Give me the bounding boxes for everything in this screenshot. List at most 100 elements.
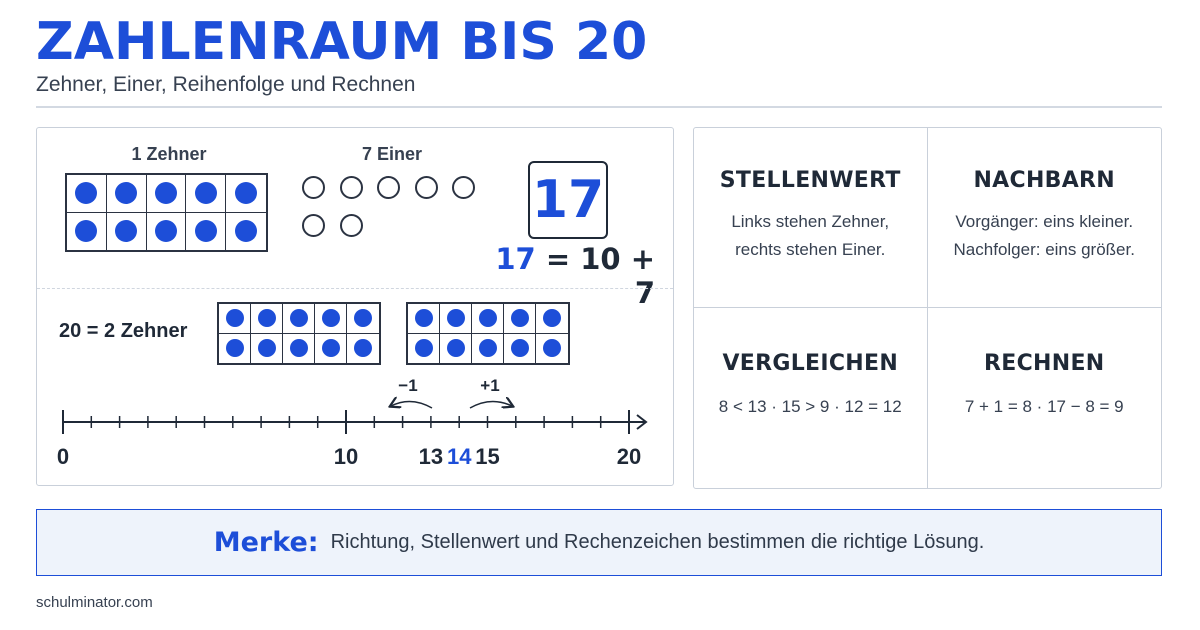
card-title: NACHBARN (973, 168, 1116, 193)
counter-dot (446, 339, 465, 358)
counter-dot (446, 309, 465, 328)
ten-frame-cell (440, 304, 472, 334)
card-text: 8 < 13 · 15 > 9 · 12 = 12 (718, 397, 902, 416)
ten-frame-cell (67, 212, 107, 250)
counter-dot (321, 309, 340, 328)
card-title: RECHNEN (984, 351, 1105, 376)
equation-rest: = 10 + 7 (545, 242, 655, 310)
ten-frame-cell (283, 333, 315, 363)
counter-dot (510, 339, 529, 358)
counter-dot (321, 339, 340, 358)
counter-dot (225, 309, 244, 328)
merke-label: Merke: (213, 527, 319, 558)
page-subtitle: Zehner, Einer, Reihenfolge und Rechnen (36, 73, 416, 96)
card-stellenwert: STELLENWERT Links stehen Zehner, rechts … (694, 128, 928, 308)
counter-dot (194, 182, 217, 205)
ten-frame-cell (504, 333, 536, 363)
plus-one-label: +1 (480, 376, 499, 395)
ten-frame-cell (315, 333, 347, 363)
footer-source: schulminator.com (36, 594, 153, 611)
ten-frame-cell (226, 175, 266, 213)
ten-frame-cell (186, 175, 227, 213)
page-title: ZAHLENRAUM BIS 20 (36, 12, 648, 72)
ten-frame-cell (408, 304, 440, 334)
card-nachbarn: NACHBARN Vorgänger: eins kleiner. Nachfo… (927, 128, 1161, 308)
minus-one-label: −1 (398, 376, 417, 395)
ones-ring (339, 214, 363, 237)
number-line-label: 20 (617, 444, 641, 469)
counter-dot (289, 309, 308, 328)
minus-one-arc (391, 401, 433, 409)
ten-frame-cell (251, 304, 283, 334)
card-title: STELLENWERT (719, 168, 901, 193)
counter-dot (235, 220, 258, 243)
number-line-label: 10 (334, 444, 358, 469)
ten-frame-2 (406, 302, 570, 365)
counter-dot (235, 182, 258, 205)
equation-number: 17 (495, 242, 536, 276)
ones-label: 7 Einer (361, 144, 423, 164)
place-value-equation: 17 = 10 + 7 (475, 242, 655, 310)
ones-ring (339, 176, 363, 199)
ten-frame-cell (67, 175, 107, 213)
ten-frame-cell (408, 333, 440, 363)
counter-dot (414, 309, 433, 328)
counter-dot (289, 339, 308, 358)
ten-frame-cell (347, 304, 379, 334)
card-rechnen: RECHNEN 7 + 1 = 8 · 17 − 8 = 9 (928, 308, 1162, 488)
card-title: VERGLEICHEN (722, 351, 899, 376)
counter-dot (510, 309, 529, 328)
plus-one-arc (469, 401, 512, 408)
ten-frame-cell (440, 333, 472, 363)
ten-frame-cell (536, 304, 568, 334)
ten-frame-cell (219, 304, 251, 334)
counter-dot (354, 309, 372, 328)
ten-frame-cell (251, 333, 283, 363)
ten-frame-cell (107, 212, 147, 250)
counter-dot (115, 182, 138, 205)
card-text: 7 + 1 = 8 · 17 − 8 = 9 (964, 397, 1124, 416)
number-line-label: 0 (57, 444, 69, 469)
ones-ring (452, 176, 475, 199)
counter-dot (543, 339, 561, 358)
merke-box: Merke: Richtung, Stellenwert und Rechenz… (36, 509, 1162, 576)
counter-dot (414, 339, 433, 358)
card-vergleichen: VERGLEICHEN 8 < 13 · 15 > 9 · 12 = 12 (694, 308, 928, 488)
ten-frame-cell (219, 333, 251, 363)
number-line-arrow (636, 414, 648, 430)
counter-dot (75, 182, 98, 205)
ten-frame-cell (536, 334, 568, 364)
info-cards: STELLENWERT Links stehen Zehner, rechts … (693, 127, 1162, 489)
counter-dot (257, 309, 276, 328)
ones-ring (302, 214, 325, 237)
counter-dot (154, 220, 177, 243)
merke-text: Richtung, Stellenwert und Rechenzeichen … (330, 531, 985, 553)
ones-ring (414, 176, 438, 199)
ten-frame-cell (504, 304, 536, 334)
panel-divider (37, 288, 673, 289)
counter-dot (225, 339, 244, 358)
main-panel: 1 Zehner 7 Einer 17 17 = 10 + 7 20 = 2 Z… (36, 127, 674, 486)
header-divider (36, 106, 1162, 108)
number-line-label: 13 (419, 444, 443, 469)
ones-ring (302, 176, 325, 199)
ten-frame-cell (347, 334, 379, 364)
ten-frame-cell (472, 333, 504, 363)
card-text: Links stehen Zehner, (731, 212, 890, 231)
counter-dot (543, 309, 561, 328)
ones-ring (377, 176, 400, 199)
ten-frame-cell (283, 304, 315, 334)
number-box: 17 (528, 161, 608, 239)
twenty-label: 20 = 2 Zehner (59, 320, 188, 342)
counter-dot (194, 220, 217, 243)
ten-frame-1 (217, 302, 381, 365)
ten-frame-tens (65, 173, 268, 252)
ten-frame-cell (186, 212, 227, 250)
counter-dot (75, 220, 98, 243)
counter-dot (257, 339, 276, 358)
counter-dot (354, 339, 372, 358)
ten-frame-cell (472, 304, 504, 334)
card-text: Vorgänger: eins kleiner. (955, 212, 1134, 231)
number-line-label-highlight: 14 (447, 444, 472, 469)
tens-label: 1 Zehner (131, 144, 207, 164)
